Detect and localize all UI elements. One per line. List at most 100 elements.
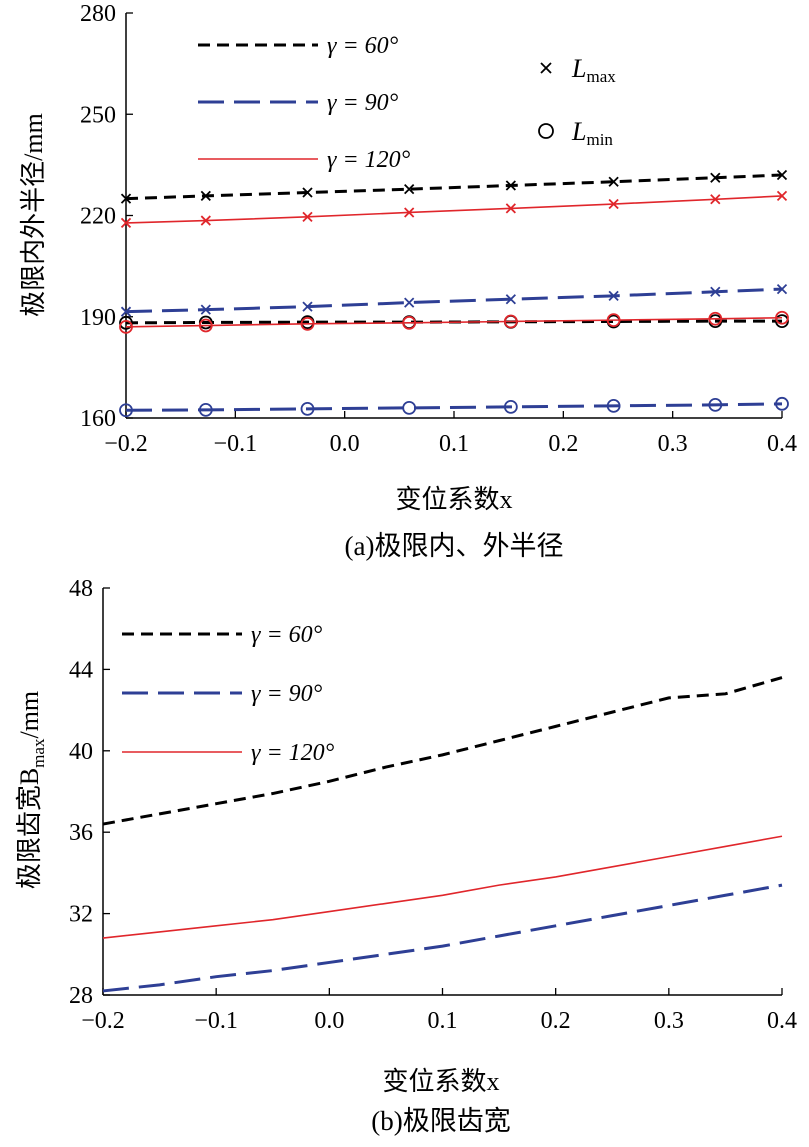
chart-b-ytick-label: 48 [69, 576, 93, 602]
chart-a-series-line [125, 173, 783, 201]
chart-a-ytick-label: 190 [80, 305, 116, 331]
chart-b-ylabel-main: 极限齿宽B [15, 768, 44, 889]
chart-a-point-x-marker [200, 190, 211, 202]
chart-a-point-o-marker [119, 315, 133, 330]
chart-a-legend-label: γ = 90° [327, 90, 399, 116]
chart-a-point-x-marker [608, 176, 619, 187]
chart-a-legend-label: γ = 120° [327, 147, 411, 173]
chart-a-point-x-marker [404, 207, 415, 218]
chart-b-ylabel-unit: /mm [15, 691, 44, 739]
chart-a-xtick-label: 0.4 [767, 431, 797, 457]
chart-b-xtick-label: 0.0 [314, 1008, 344, 1034]
chart-b-legend-label: γ = 60° [251, 622, 323, 648]
chart-a-ticks: −0.2 −0.1 0.0 0.1 0.2 0.3 0.4 160 190 220 250 280 [80, 1, 797, 457]
chart-a-point-o-marker [119, 319, 133, 334]
chart-a-xtick-label: 0.3 [658, 431, 688, 457]
chart-b-series-line [102, 883, 783, 993]
chart-b-ticks: −0.2 −0.1 0.0 0.1 0.2 0.3 0.4 28 32 36 40 44 48 [69, 576, 797, 1034]
chart-a-point-o-marker [300, 316, 315, 331]
chart-a-point-x-marker [302, 301, 313, 312]
chart-a-ytick-label: 160 [80, 406, 116, 432]
chart-a-xlabel: 变位系数x [395, 485, 512, 514]
chart-a-series [119, 169, 789, 418]
chart-b-ytick-label: 28 [69, 983, 93, 1009]
chart-b-legend: γ = 60° γ = 90° γ = 120° [122, 622, 335, 766]
chart-b-ytick-label: 44 [69, 657, 93, 683]
chart-a-point-x-marker [776, 283, 788, 295]
chart-a-caption: (a)极限内、外半径 [345, 531, 564, 561]
chart-b-legend-label: γ = 120° [251, 740, 335, 766]
chart-a-ytick-label: 280 [80, 1, 116, 27]
chart-a-point-x-marker [608, 198, 619, 210]
chart-a-point-x-marker [710, 172, 721, 183]
chart-a-point-o-marker [300, 401, 315, 416]
chart-b-xtick-label: 0.2 [541, 1008, 571, 1034]
chart-a-xtick-label: −0.1 [214, 431, 258, 457]
chart-a-marker-legend-x-icon [540, 62, 552, 74]
chart-a-point-o-marker [198, 318, 213, 333]
chart-a-point-o-marker [606, 313, 621, 328]
chart-a-point-x-marker [404, 184, 415, 195]
chart-a-point-x-marker [200, 304, 211, 315]
chart-a-point-o-marker [402, 315, 417, 330]
chart-a-xtick-label: −0.2 [104, 431, 148, 457]
chart-a-xtick-label: 0.0 [330, 431, 360, 457]
chart-a-point-x-marker [505, 294, 516, 305]
chart-b-xtick-label: 0.4 [767, 1008, 797, 1034]
chart-a-point-x-marker [608, 290, 619, 301]
chart-a-point-x-marker [776, 169, 788, 181]
chart-b-ytick-label: 36 [69, 820, 93, 846]
chart-a-ytick-label: 250 [80, 102, 116, 128]
chart-b: −0.2 −0.1 0.0 0.1 0.2 0.3 0.4 28 32 36 40 44 48 γ = … [15, 576, 797, 1136]
chart-a-point-o-marker [606, 398, 621, 413]
chart-a-point-o-marker [775, 396, 789, 411]
chart-b-series [102, 676, 783, 993]
chart-b-ytick-label: 32 [69, 902, 93, 928]
chart-a-series-line [125, 402, 783, 412]
chart-a-legend: γ = 60° γ = 90° γ = 120° Lmax Lmin [198, 33, 616, 173]
chart-a-point-x-marker [302, 211, 313, 222]
chart-b-caption: (b)极限齿宽 [371, 1106, 510, 1136]
chart-a-series-line [125, 287, 783, 314]
chart-a-point-x-marker [404, 297, 415, 308]
chart-b-legend-label: γ = 90° [251, 681, 323, 707]
chart-a-point-o-marker [708, 311, 723, 326]
chart-a: −0.2 −0.1 0.0 0.1 0.2 0.3 0.4 160 190 220 250 280 γ… [19, 1, 797, 561]
chart-a-legend-label: γ = 60° [327, 33, 399, 59]
chart-a-point-x-marker [302, 187, 313, 198]
chart-a-point-o-marker [119, 403, 133, 418]
chart-a-point-o-marker [503, 399, 518, 414]
chart-b-ylabel: 极限齿宽Bmax/mm [15, 691, 48, 889]
chart-a-point-o-marker [402, 400, 417, 415]
chart-a-point-x-marker [505, 203, 516, 214]
chart-a-point-x-marker [776, 190, 788, 202]
chart-a-series-line [125, 195, 783, 224]
chart-a-point-o-marker [503, 314, 518, 329]
chart-b-xtick-label: 0.3 [654, 1008, 684, 1034]
chart-a-point-o-marker [708, 397, 723, 412]
chart-b-ylabel-sub: max [29, 738, 48, 768]
chart-a-series-line [125, 316, 783, 328]
chart-a-xtick-label: 0.1 [439, 431, 469, 457]
chart-b-xtick-label: 0.1 [428, 1008, 458, 1034]
chart-a-point-o-marker [775, 310, 789, 325]
chart-a-ylabel: 极限内外半径/mm [19, 113, 48, 317]
chart-a-point-o-marker [198, 402, 213, 417]
chart-a-marker-legend-o-icon [538, 123, 554, 139]
chart-a-point-x-marker [120, 306, 132, 317]
chart-b-xtick-label: −0.2 [81, 1008, 125, 1034]
chart-b-xtick-label: −0.1 [194, 1008, 238, 1034]
chart-a-point-x-marker [200, 215, 211, 226]
chart-b-series-line [102, 676, 783, 826]
chart-a-marker-legend-label: Lmin [571, 117, 613, 149]
chart-a-point-x-marker [120, 217, 132, 229]
chart-a-point-x-marker [120, 193, 132, 204]
chart-b-xlabel: 变位系数x [382, 1067, 499, 1096]
chart-b-series-line [102, 835, 783, 939]
chart-a-point-x-marker [505, 180, 516, 191]
chart-a-marker-legend-label: Lmax [571, 54, 616, 86]
chart-a-point-x-marker [710, 286, 721, 297]
chart-a-ytick-label: 220 [80, 204, 116, 230]
chart-b-ytick-label: 40 [69, 739, 93, 765]
